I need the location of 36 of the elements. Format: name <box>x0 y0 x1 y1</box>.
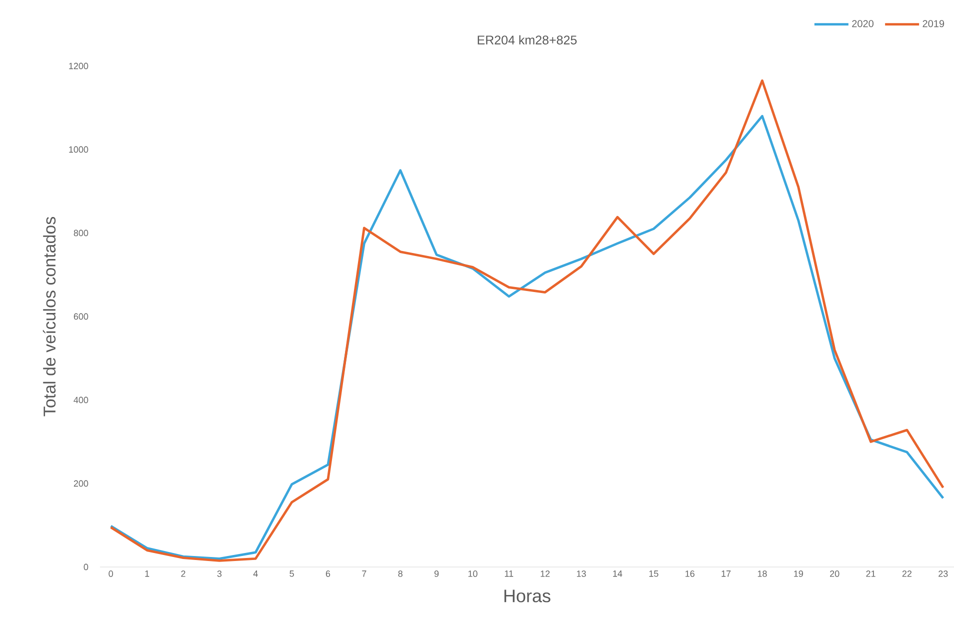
x-tick-label: 20 <box>830 570 840 577</box>
x-tick-label: 13 <box>576 570 586 577</box>
x-tick-label: 8 <box>398 570 402 577</box>
y-tick-label: 200 <box>74 480 88 487</box>
x-tick-label: 17 <box>722 570 731 577</box>
x-tick-label: 16 <box>686 570 694 577</box>
legend-label: 2019 <box>922 20 944 28</box>
x-tick-label: 6 <box>326 570 330 577</box>
x-tick-label: 1 <box>145 570 150 577</box>
x-tick-label: 10 <box>468 570 478 577</box>
y-tick-label: 0 <box>84 564 88 570</box>
chart-title: ER204 km28+825 <box>478 35 577 44</box>
y-tick-label: 1000 <box>69 146 88 153</box>
x-tick-label: 18 <box>758 570 767 577</box>
x-tick-label: 9 <box>434 570 439 577</box>
x-tick-label: 23 <box>938 570 948 577</box>
x-tick-label: 5 <box>290 570 294 577</box>
y-axis-title: Total de veículos contados <box>42 216 56 416</box>
x-tick-label: 21 <box>866 570 876 577</box>
x-tick-label: 19 <box>794 570 803 577</box>
x-tick-label: 22 <box>902 570 912 577</box>
x-tick-label: 7 <box>362 570 366 577</box>
x-tick-label: 11 <box>504 570 514 577</box>
x-axis-title: Horas <box>504 590 550 602</box>
x-tick-label: 2 <box>181 570 186 577</box>
x-tick-label: 12 <box>540 570 550 577</box>
y-tick-label: 800 <box>74 230 88 236</box>
legend-label: 2020 <box>852 20 874 28</box>
x-tick-label: 4 <box>253 570 258 577</box>
x-tick-label: 3 <box>217 570 222 577</box>
x-tick-label: 15 <box>649 570 658 577</box>
x-tick-label: 0 <box>108 570 114 577</box>
y-tick-label: 400 <box>74 396 88 404</box>
y-tick-label: 600 <box>74 313 88 320</box>
y-tick-label: 1200 <box>69 62 88 70</box>
x-tick-label: 14 <box>613 570 622 577</box>
